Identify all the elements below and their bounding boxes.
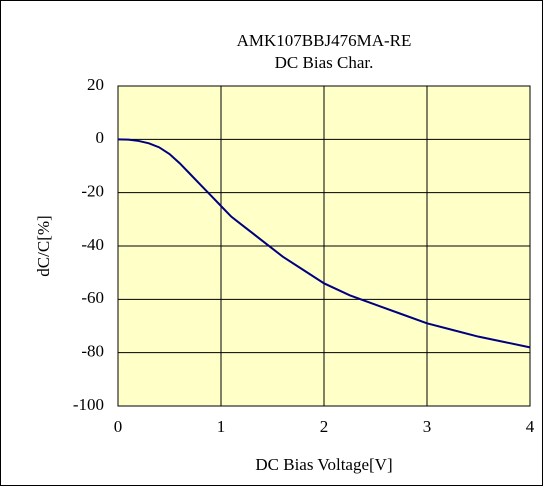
- data-line: [117, 138, 531, 349]
- y-tick-label: 0: [96, 128, 105, 147]
- chart-title: AMK107BBJ476MA-RE: [237, 31, 412, 50]
- y-tick-label: -20: [81, 182, 104, 201]
- chart-subtitle: DC Bias Char.: [275, 53, 374, 72]
- y-tick-label: -60: [81, 288, 104, 307]
- x-tick-label: 4: [526, 417, 535, 436]
- y-axis-label: dC/C[%]: [34, 215, 53, 276]
- x-tick-label: 0: [114, 417, 123, 436]
- x-tick-label: 2: [320, 417, 329, 436]
- y-tick-label: -100: [73, 395, 104, 414]
- y-tick-label: -40: [81, 235, 104, 254]
- x-tick-label: 3: [423, 417, 432, 436]
- y-tick-label: -80: [81, 342, 104, 361]
- x-axis-label: DC Bias Voltage[V]: [255, 455, 392, 474]
- plot-border: [117, 85, 531, 407]
- y-tick-label: 20: [87, 75, 104, 94]
- x-tick-label: 1: [217, 417, 226, 436]
